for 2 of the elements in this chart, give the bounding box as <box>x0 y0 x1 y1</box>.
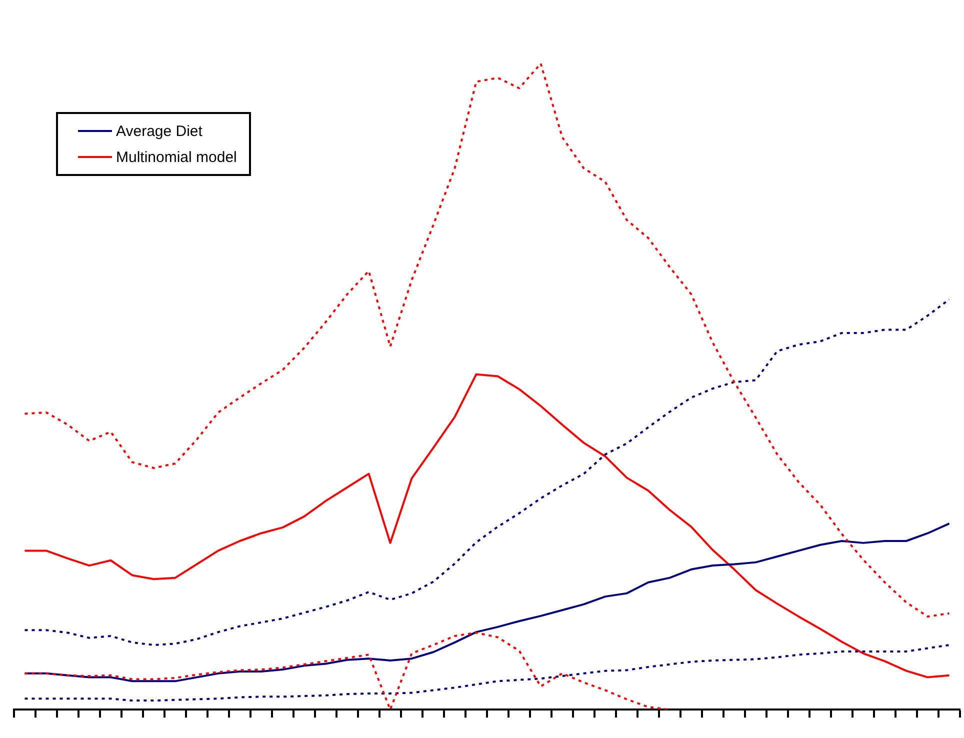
legend-label: Multinomial model <box>116 148 237 166</box>
legend-label: Average Diet <box>116 122 202 140</box>
